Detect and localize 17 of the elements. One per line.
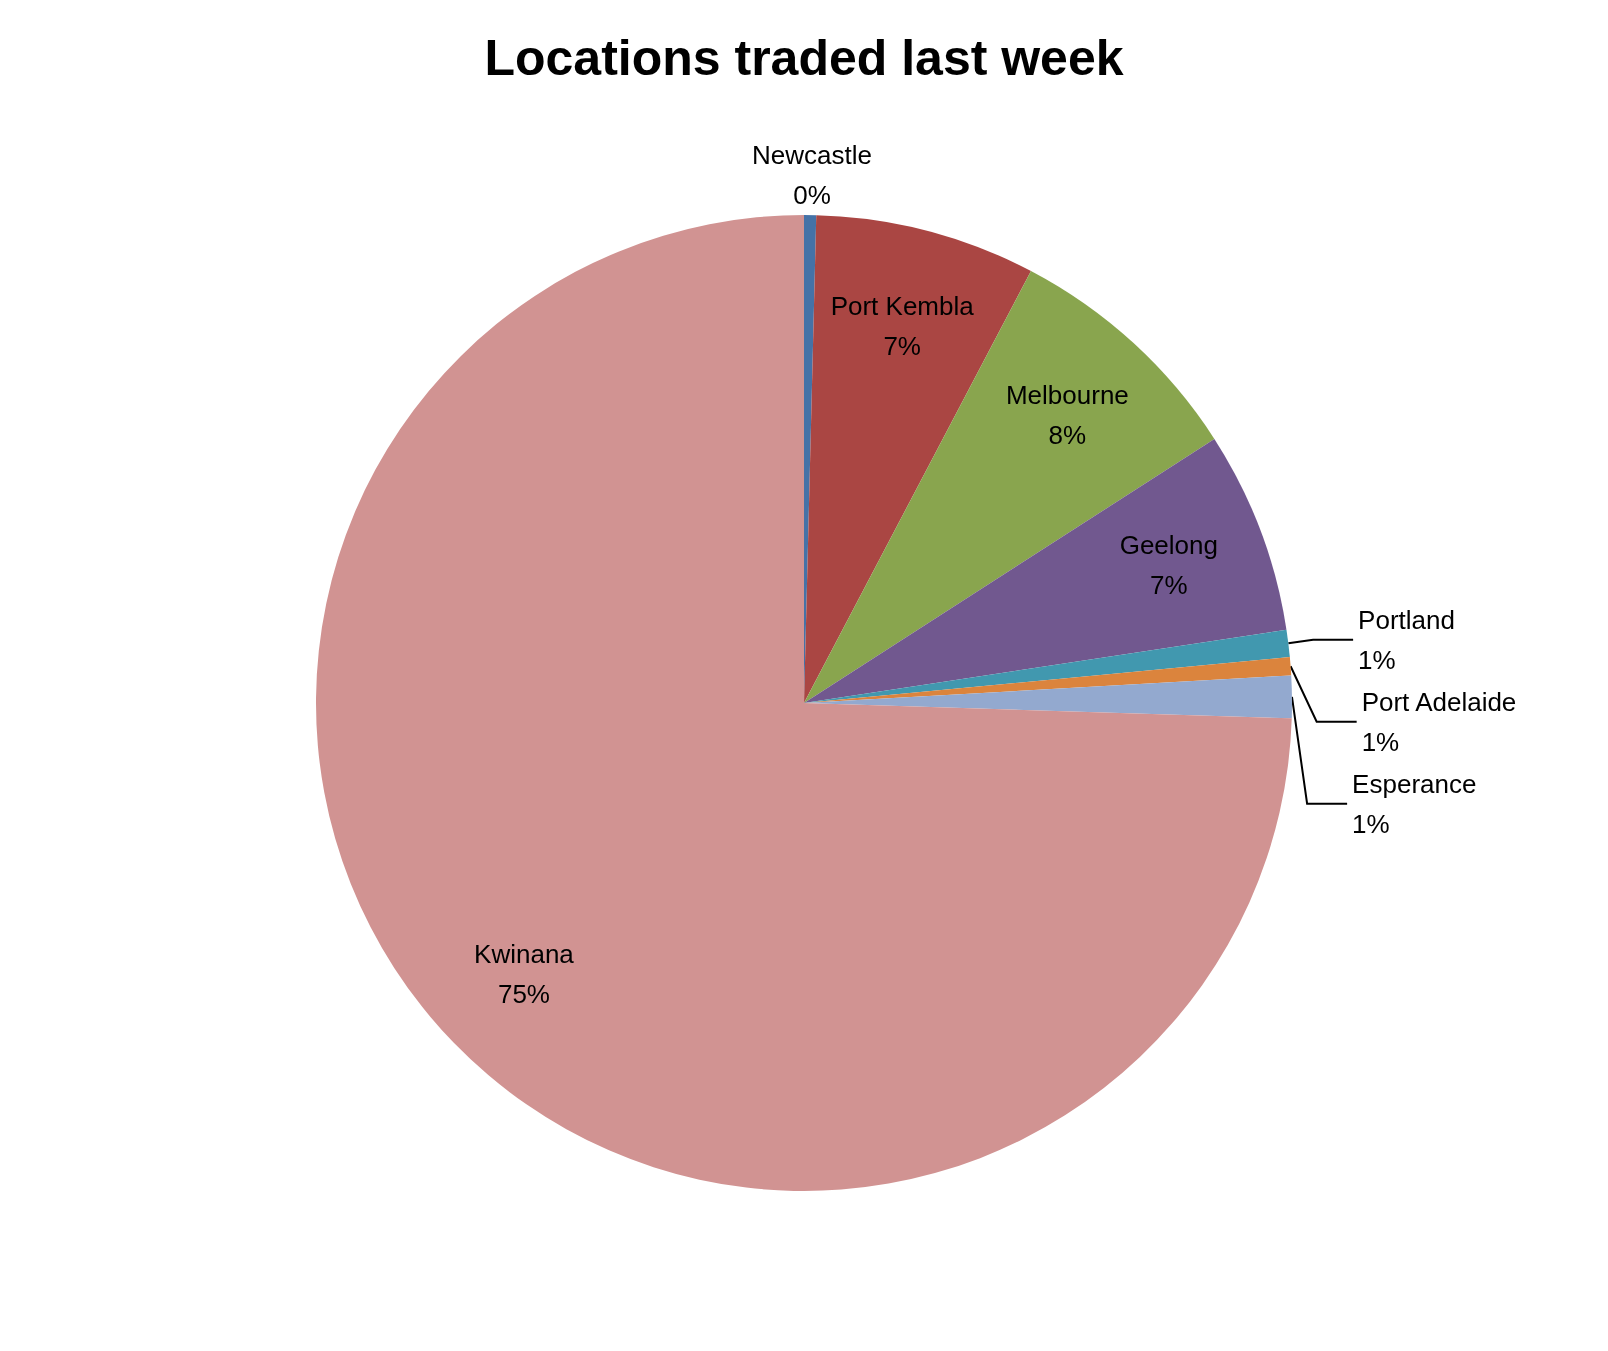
slice-label: Port Adelaide — [1361, 686, 1517, 717]
data-label: 1% — [1358, 644, 1396, 675]
slice-label: Newcastle — [752, 140, 872, 170]
data-label: 0% — [793, 180, 831, 210]
data-label: 7% — [1150, 570, 1188, 601]
data-label: 1% — [1352, 808, 1390, 839]
data-label: 8% — [1048, 420, 1087, 451]
slice-label: Esperance — [1352, 768, 1477, 799]
data-label: 1% — [1361, 726, 1400, 757]
slice-label: Portland — [1358, 604, 1455, 635]
data-label: 7% — [883, 330, 921, 361]
slice-label: Geelong — [1119, 530, 1218, 561]
data-label: 75% — [497, 979, 550, 1010]
slice-label: Melbourne — [1005, 380, 1129, 411]
slice-label: Kwinana — [474, 939, 575, 970]
chart-title: Locations traded last week — [484, 30, 1124, 86]
slice-label: Port Kembla — [830, 290, 975, 321]
